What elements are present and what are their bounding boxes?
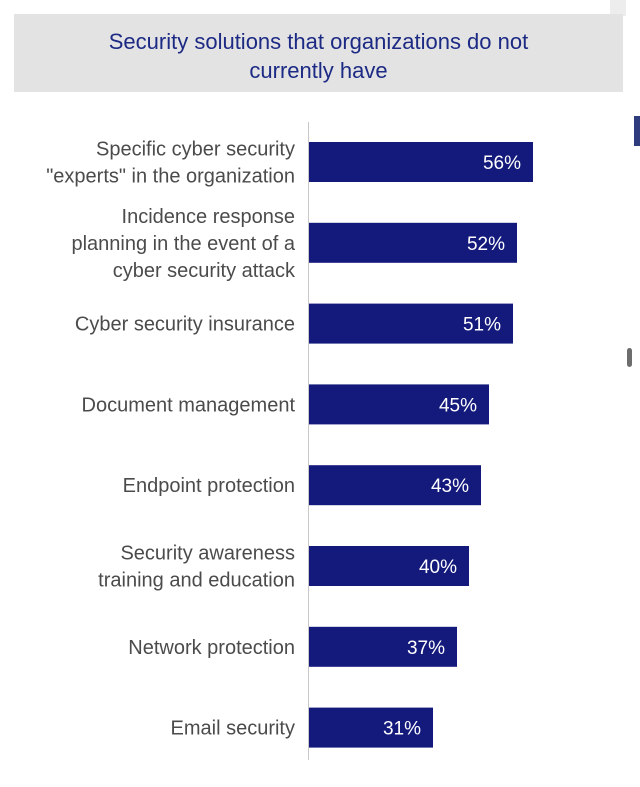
value-label-5: 40% [419,557,457,578]
category-label-5: Security awareness training and education [98,543,295,592]
chart-title: Security solutions that organizations do… [108,29,529,83]
bar-7 [309,707,433,748]
chart-title-band: Security solutions that organizations do… [14,14,623,92]
scrollbar-thumb[interactable] [627,348,632,367]
value-label-7: 31% [383,719,421,740]
category-label-2: Cyber security insurance [75,314,295,336]
edge-accent-bar [634,116,640,146]
value-label-6: 37% [407,638,445,659]
value-label-0: 56% [483,153,521,174]
bar-6 [309,626,457,667]
corner-decoration [610,0,626,16]
value-label-4: 43% [431,476,469,497]
bar-5 [309,546,469,586]
category-label-3: Document management [82,394,296,416]
value-label-2: 51% [463,315,501,336]
category-label-7: Email security [171,718,295,740]
bar-2 [309,303,513,344]
bar-4 [309,465,481,506]
value-label-3: 45% [439,395,477,416]
bar-3 [309,384,489,425]
bar-0 [309,142,533,182]
category-label-4: Endpoint protection [123,475,295,497]
bar-1 [309,222,517,263]
value-label-1: 52% [467,234,505,255]
category-label-6: Network protection [128,637,295,659]
category-label-0: Specific cyber security "experts" in the … [46,139,295,188]
category-label-1: Incidence response planning in the event … [71,206,296,282]
